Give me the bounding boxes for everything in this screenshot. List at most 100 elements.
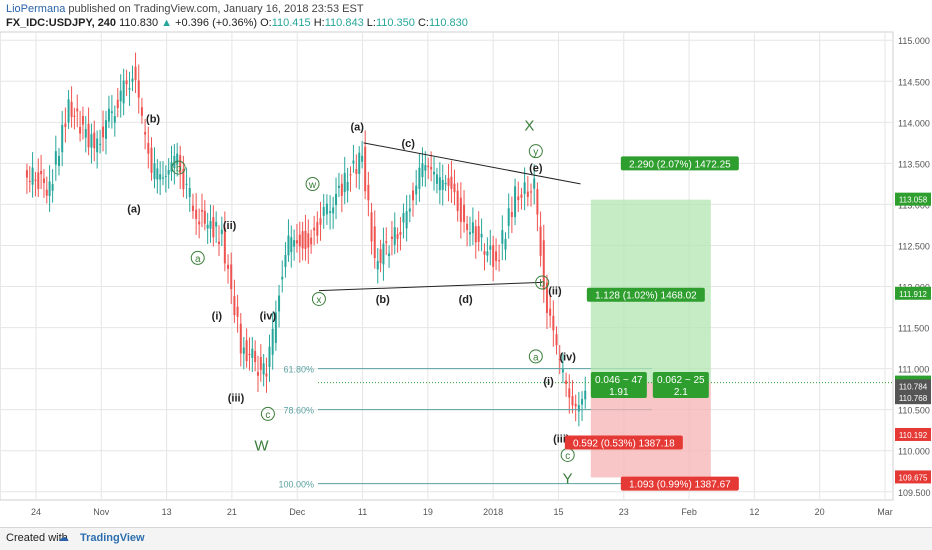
candle-body (110, 111, 113, 114)
price-tick-label: 113.500 (898, 159, 930, 169)
measure-box-text: 1.093 (0.99%) 1387.67 (629, 480, 731, 491)
up-arrow-icon: ▲ (161, 17, 173, 29)
candle-body (412, 190, 415, 201)
candle-body (523, 182, 526, 194)
candle-body (188, 187, 191, 198)
candle-body (251, 348, 254, 358)
candle-body (102, 126, 105, 138)
candle-body (435, 174, 438, 184)
wave-label-circled: x (316, 295, 321, 306)
time-tick-label: 24 (31, 507, 41, 517)
candle-body (48, 181, 51, 197)
wave-label: (iv) (260, 310, 277, 322)
price-axis-marker (895, 391, 931, 405)
candle-body (340, 183, 343, 196)
candle-body (248, 353, 251, 356)
price-axis-marker (895, 192, 931, 206)
measure-box (586, 287, 705, 302)
candle-body (463, 204, 466, 222)
candle-body (427, 165, 430, 168)
candle-body (153, 163, 156, 179)
candle-body (526, 191, 529, 197)
wave-circle (528, 349, 543, 364)
candle-body (137, 80, 140, 98)
candle-body (220, 229, 223, 235)
fib-level-label: 78.60% (283, 406, 314, 416)
time-tick-label: 15 (553, 507, 563, 517)
candle-body (281, 276, 284, 280)
published-text: published on TradingView.com, January 16… (68, 3, 364, 15)
candle-body (545, 282, 548, 313)
candle-body (301, 231, 304, 249)
candle-body (212, 217, 215, 238)
wave-circle (260, 406, 275, 421)
candle-body (514, 186, 517, 217)
candle-body (185, 183, 188, 185)
time-tick-label: 2018 (483, 507, 503, 517)
candle-body (574, 403, 577, 407)
candle-body (459, 197, 462, 223)
candle-body (239, 323, 242, 354)
candle-body (358, 152, 361, 174)
fib-level-label: 100.00% (278, 480, 314, 490)
price-axis-marker (895, 470, 931, 484)
candle-body (28, 180, 31, 182)
candle-body (245, 340, 248, 362)
price-tick-label: 115.000 (898, 36, 930, 46)
candle-body (335, 193, 338, 206)
candle-body (200, 209, 203, 212)
candle-body (76, 108, 79, 112)
candle-body (93, 132, 96, 149)
candle-body (104, 120, 107, 139)
wave-label-circled: c (565, 451, 570, 462)
candle-body (284, 255, 287, 268)
candle-body (254, 350, 257, 363)
candle-body (170, 162, 173, 172)
price-axis-marker-text: 110.192 (899, 431, 928, 440)
measure-box (620, 476, 739, 491)
wave-label-circled: b (539, 279, 545, 290)
tradingview-brand[interactable]: TradingView (80, 532, 145, 544)
tradingview-logo-icon[interactable]: ☁ (58, 532, 69, 544)
price-chart[interactable]: 115.000114.500114.000113.500113.000112.5… (0, 0, 932, 528)
measure-box-text: 0.046 ~ 47 (595, 375, 643, 386)
triangle-lower-trendline (318, 281, 543, 292)
candle-body (421, 163, 424, 178)
candle-body (128, 88, 131, 90)
measure-box-subtext: 2.1 (674, 387, 688, 398)
candle-body (424, 165, 427, 171)
price-axis-marker-text: 111.912 (899, 290, 927, 299)
candle-body (364, 146, 367, 192)
candle-body (242, 347, 245, 354)
wave-circle (171, 160, 186, 175)
candle-body (182, 168, 185, 190)
candle-body (34, 179, 37, 181)
wave-label: (e) (529, 163, 543, 175)
candle-body (571, 396, 574, 406)
candle-body (203, 210, 206, 224)
candle-body (393, 227, 396, 245)
candle-body (64, 123, 67, 128)
candle-body (67, 99, 70, 123)
wave-label: (i) (212, 310, 223, 322)
price-tick-label: 114.500 (898, 77, 930, 87)
candle-body (162, 177, 165, 179)
candle-body (536, 189, 539, 215)
candle-body (31, 167, 34, 185)
author-link[interactable]: LioPermana (6, 3, 66, 15)
wave-label: (d) (459, 294, 473, 306)
candle-body (415, 185, 418, 195)
symbol-label[interactable]: FX_IDC:USDJPY, 240 (6, 17, 117, 29)
candle-body (558, 359, 561, 361)
candle-body (310, 237, 313, 245)
candle-body (498, 260, 501, 262)
candle-body (542, 240, 545, 290)
candle-body (539, 226, 542, 256)
candle-body (122, 80, 125, 104)
candle-body (349, 174, 352, 176)
price-axis-marker-text: 113.058 (899, 196, 928, 205)
candle-body (568, 388, 571, 398)
candle-body (486, 251, 489, 256)
candle-body (343, 172, 346, 193)
high-label: H: (313, 17, 325, 29)
